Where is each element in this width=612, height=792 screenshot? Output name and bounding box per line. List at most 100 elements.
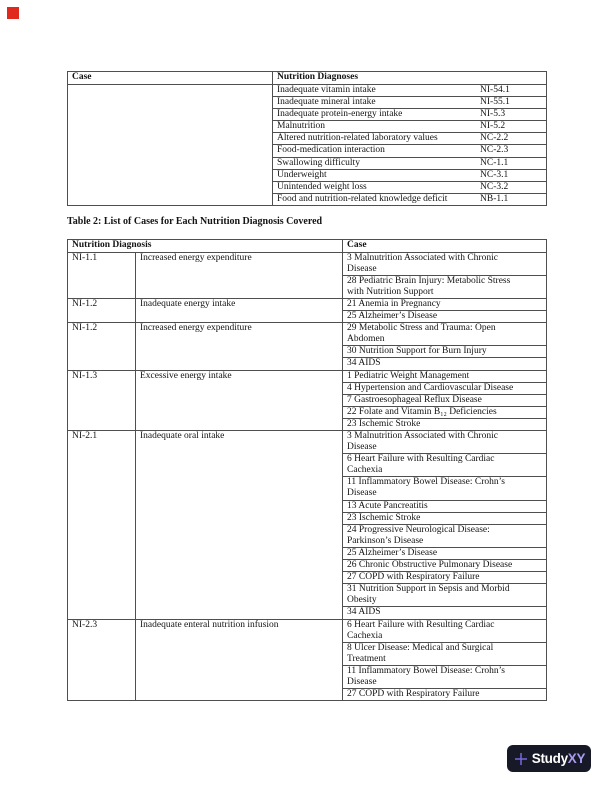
diagnosis-row: Altered nutrition-related laboratory val… [68,132,547,146]
case-row: 27 COPD with Respiratory Failure [68,571,548,585]
diagnosis-label-cell: Excessive energy intake [134,369,344,432]
case-cell: 11 Inflammatory Bowel Disease: Crohn’s D… [342,664,548,690]
case-row: NI-1.3 Excessive energy intake 1 Pediatric… [67,369,548,432]
case-cell: 28 Pediatric Brain Injury: Metabolic Str… [342,274,548,299]
diagnosis-cell: Inadequate vitamin intake NI-54.1 [272,83,547,97]
case-cell: 7 Gastroesophageal Reflux Disease [342,393,548,407]
case-row: 23 Ischemic Stroke [68,417,548,432]
case-row: 24 Progressive Neurological Disease: Par… [68,523,548,548]
case-cell: 31 Nutrition Support in Sepsis and Morbi… [342,583,548,608]
diagnosis-row: Inadequate vitamin intake NI-54.1 [67,83,547,207]
diagnosis-code: NI-5.2 [480,121,506,132]
diagnosis-name: Swallowing difficulty [277,157,360,168]
case-row: NI-2.1 Inadequate oral intake 3 Malnutriti… [67,429,548,620]
diagnosis-label-cell: Increased energy expenditure [134,322,344,371]
case-cell: 22 Folate and Vitamin B₁₂ Deficiencies [342,405,548,419]
diagnosis-cell: Swallowing difficulty NC-1.1 [272,156,547,170]
case-column-header: Case [67,71,273,85]
diagnosis-code-cell: NI-1.3 [67,369,136,432]
diagnosis-name: Malnutrition [277,121,326,132]
diagnosis-code-cell: NI-1.2 [67,297,136,324]
diagnosis-name: Inadequate protein-energy intake [277,108,403,119]
nutrition-diagnoses-table: Case Nutrition Diagnoses Inadequate vita… [67,71,547,207]
case-empty-cell [67,83,273,207]
diagnosis-code: NI-5.3 [480,108,506,119]
case-row: 6 Heart Failure with Resulting Cardiac C… [68,453,548,478]
diagnosis-code: NC-3.2 [480,181,509,192]
diagnosis-code: NB-1.1 [480,194,509,204]
case-cell: 8 Ulcer Disease: Medical and Surgical Tr… [342,641,548,666]
diagnosis-name: Food-medication interaction [277,145,385,156]
diagnosis-code: NC-3.1 [480,169,509,180]
logo-text: StudyXY [531,751,586,766]
table2-caption: Table 2: List of Cases for Each Nutritio… [67,216,323,227]
case-cell: 6 Heart Failure with Resulting Cardiac C… [342,618,548,643]
case-cell: 6 Heart Failure with Resulting Cardiac C… [342,453,548,478]
case-row: NI-1.1 Increased energy expenditure 3 Maln… [67,251,548,299]
diagnosis-cell: Food-medication interaction NC-2.3 [272,144,547,158]
diagnosis-name: Underweight [277,169,327,180]
diagnosis-cell: Food and nutrition-related knowledge def… [272,192,547,207]
diagnosis-row: Unintended weight loss NC-3.2 [68,180,547,195]
case-cell: 3 Malnutrition Associated with Chronic D… [342,429,548,455]
diagnosis-name: Inadequate mineral intake [277,96,376,107]
diagnosis-row: Swallowing difficulty NC-1.1 [68,156,547,170]
case-cell: 27 COPD with Respiratory Failure [342,571,548,585]
diagnosis-cell: Underweight NC-3.1 [272,168,547,182]
case-row: 11 Inflammatory Bowel Disease: Crohn’s D… [68,476,548,501]
case-row: 26 Chronic Obstructive Pulmonary Disease [68,559,548,573]
diagnosis-name: Inadequate vitamin intake [277,84,376,95]
case-row: 31 Nutrition Support in Sepsis and Morbi… [68,583,548,608]
case-row: 30 Nutrition Support for Burn Injury [68,345,548,359]
diagnosis-code-cell: NI-1.2 [67,322,136,371]
case-cell: 23 Ischemic Stroke [342,511,548,525]
case-cell: 4 Hypertension and Cardiovascular Diseas… [342,381,548,395]
diagnosis-row: Malnutrition NI-5.2 [68,120,547,134]
case-cell: 30 Nutrition Support for Burn Injury [342,345,548,359]
case-cell: 25 Alzheimer’s Disease [342,546,548,561]
case-row: 27 COPD with Respiratory Failure [68,688,548,702]
logo-text-study: Study [531,751,568,766]
plus-icon [514,752,527,765]
table1-header-row: Case Nutrition Diagnoses [67,71,547,85]
logo-text-xy: XY [567,751,586,766]
case-cell: 26 Chronic Obstructive Pulmonary Disease [342,559,548,573]
diagnosis-cell: Unintended weight loss NC-3.2 [272,180,547,195]
diagnosis-cell: Malnutrition NI-5.2 [272,120,547,134]
case-row: 34 AIDS [68,357,548,371]
case-cell: 1 Pediatric Weight Management [342,369,548,383]
diagnosis-cell: Inadequate mineral intake NI-55.1 [272,95,547,109]
diagnosis-row: Inadequate protein-energy intake NI-5.3 [68,107,547,122]
case-cell: 21 Anemia in Pregnancy [342,297,548,312]
diagnosis-code-cell: NI-1.1 [67,251,136,299]
diagnosis-code: NC-2.3 [480,145,509,156]
diagnosis-row: Inadequate mineral intake NI-55.1 [68,95,547,109]
nutrition-diagnosis-column-header: Nutrition Diagnosis [66,239,344,253]
table2-header-row: Nutrition Diagnosis Case [66,239,548,253]
diagnosis-name: Food and nutrition-related knowledge def… [277,194,448,204]
case-row: NI-1.2 Inadequate energy intake 21 Anemia … [67,297,548,324]
studyxy-logo: StudyXY [507,745,591,772]
diagnosis-row: Underweight NC-3.1 [68,168,547,182]
diagnosis-name: Unintended weight loss [277,181,367,192]
diagnosis-code-cell: NI-2.1 [67,430,136,620]
diagnosis-code: NI-54.1 [480,84,510,95]
case-row: 28 Pediatric Brain Injury: Metabolic Str… [68,274,548,299]
diagnosis-row: Food-medication interaction NC-2.3 [68,144,547,158]
diagnosis-label-cell: Increased energy expenditure [134,251,344,299]
case-cell: 25 Alzheimer’s Disease [342,310,548,324]
case-row: NI-1.2 Increased energy expenditure 29 Met… [67,322,548,371]
case-cell: 34 AIDS [342,606,548,620]
diagnosis-cell: Inadequate protein-energy intake NI-5.3 [272,107,547,122]
diagnosis-code: NI-55.1 [480,96,510,107]
diagnosis-label-cell: Inadequate enteral nutrition infusion [134,618,344,702]
case-row: 4 Hypertension and Cardiovascular Diseas… [68,381,548,395]
case-row: NI-2.3 Inadequate enteral nutrition infus… [67,618,548,702]
case-cell: 34 AIDS [342,357,548,371]
case-cell: 3 Malnutrition Associated with Chronic D… [342,251,548,276]
diagnosis-label-cell: Inadequate energy intake [134,297,344,324]
case-cell: 13 Acute Pancreatitis [342,499,548,513]
case-cell: 29 Metabolic Stress and Trauma: Open Abd… [342,322,548,347]
diagnosis-label-cell: Inadequate oral intake [134,430,344,620]
